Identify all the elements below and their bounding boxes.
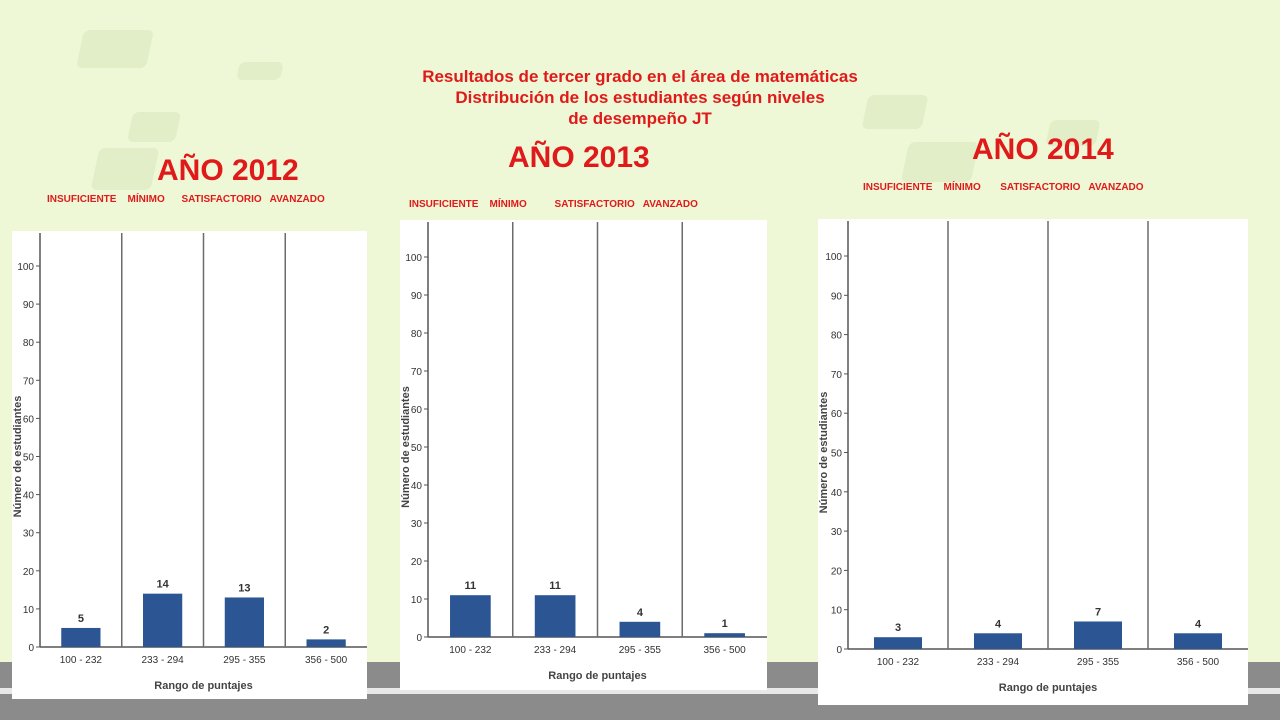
y-tick-label: 20 [831,566,843,577]
y-tick-label: 30 [23,529,35,540]
bar-value-label: 4 [1195,618,1202,630]
bar-chart-2012: 0 10 20 30 40 50 60 70 80 90 100 5 100 - 232 14 233 - … [12,233,367,692]
bar-value-label: 5 [78,613,84,625]
y-tick-label: 10 [411,595,423,606]
bar [61,627,101,647]
year-title-2012: AÑO 2012 [157,154,299,187]
background-shape [126,112,182,142]
y-tick-label: 60 [831,409,843,420]
y-tick-label: 10 [831,606,843,617]
bar-value-label: 13 [238,582,250,594]
y-tick-label: 20 [411,557,423,568]
y-tick-label: 50 [411,443,423,454]
y-tick-label: 90 [23,300,35,311]
bar [704,633,745,637]
bar [143,593,183,647]
y-tick-label: 50 [831,449,843,460]
y-tick-label: 40 [23,491,35,502]
bar-value-label: 4 [995,618,1002,630]
y-axis-title: Número de estudiantes [818,392,830,514]
y-axis-title: Número de estudiantes [400,386,412,508]
bar-value-label: 11 [549,580,561,592]
x-tick-label: 295 - 355 [1077,657,1120,668]
bar-chart-2014: 0 10 20 30 40 50 60 70 80 90 100 3 100 - 232 4 233 - 2… [818,221,1248,694]
bar-value-label: 3 [895,622,901,634]
heading-line-2: Distribución de los estudiantes según ni… [455,88,825,107]
road-dash [0,688,1280,694]
y-tick-label: 40 [411,481,423,492]
bar [619,621,661,637]
y-tick-label: 60 [411,405,423,416]
y-tick-label: 20 [23,567,35,578]
x-tick-label: 100 - 232 [449,645,492,656]
bar [224,597,264,647]
year-title-2014: AÑO 2014 [972,133,1114,166]
x-tick-label: 356 - 500 [1177,657,1220,668]
y-tick-label: 70 [23,376,35,387]
bar [874,637,922,649]
x-axis-title: Rango de puntajes [154,680,252,692]
x-tick-label: 356 - 500 [703,645,746,656]
bar [450,595,491,637]
y-tick-label: 80 [23,338,35,349]
heading-line-1: Resultados de tercer grado en el área de… [422,67,858,86]
y-tick-label: 40 [831,488,843,499]
bar-value-label: 11 [465,580,477,592]
y-tick-label: 70 [411,367,423,378]
bar-value-label: 7 [1095,606,1101,618]
x-tick-label: 100 - 232 [877,657,920,668]
y-tick-label: 60 [23,414,35,425]
bar-value-label: 4 [637,607,644,619]
x-tick-label: 233 - 294 [534,645,577,656]
x-tick-label: 100 - 232 [60,655,103,666]
bar-value-label: 2 [323,624,329,636]
background-shape [75,30,155,68]
y-tick-label: 100 [405,253,422,264]
bar [1174,633,1222,649]
y-axis-title: Número de estudiantes [12,396,24,518]
x-axis-title: Rango de puntajes [548,670,646,682]
y-tick-label: 100 [825,252,842,263]
y-tick-label: 80 [411,329,423,340]
levels-caption-2014: INSUFICIENTE MÍNIMO SATISFACTORIO AVANZA… [863,182,1144,193]
year-title-2013: AÑO 2013 [508,141,650,174]
x-tick-label: 233 - 294 [141,655,184,666]
bar [1074,621,1122,649]
bar-value-label: 14 [157,579,170,591]
y-tick-label: 70 [831,370,843,381]
background-shape [90,148,160,190]
y-tick-label: 0 [836,645,842,656]
page-heading: Resultados de tercer grado en el área de… [290,66,990,129]
bar [534,595,576,637]
bar-chart-2013: 0 10 20 30 40 50 60 70 80 90 100 11 100 - 232 11 233 -… [400,222,767,682]
chart-panel-2014: 0 10 20 30 40 50 60 70 80 90 100 3 100 - 232 4 233 - 2… [818,219,1248,705]
background-shape [900,142,980,182]
x-tick-label: 295 - 355 [619,645,662,656]
bar [974,633,1022,649]
x-axis-title: Rango de puntajes [999,682,1097,694]
chart-panel-2013: 0 10 20 30 40 50 60 70 80 90 100 11 100 - 232 11 233 -… [400,220,767,690]
y-tick-label: 80 [831,331,843,342]
y-tick-label: 90 [411,291,423,302]
y-tick-label: 0 [416,633,422,644]
y-tick-label: 50 [23,453,35,464]
y-tick-label: 90 [831,291,843,302]
y-tick-label: 30 [411,519,423,530]
x-tick-label: 295 - 355 [223,655,266,666]
bar [306,639,346,647]
x-tick-label: 233 - 294 [977,657,1020,668]
heading-line-3: de desempeño JT [568,109,712,128]
levels-caption-2012: INSUFICIENTE MÍNIMO SATISFACTORIO AVANZA… [47,194,325,205]
y-tick-label: 100 [17,262,34,273]
bar-value-label: 1 [722,618,728,630]
levels-caption-2013: INSUFICIENTE MÍNIMO SATISFACTORIO AVANZA… [409,199,698,210]
x-tick-label: 356 - 500 [305,655,348,666]
chart-panel-2012: 0 10 20 30 40 50 60 70 80 90 100 5 100 - 232 14 233 - … [12,231,367,699]
y-tick-label: 30 [831,527,843,538]
y-tick-label: 10 [23,605,35,616]
y-tick-label: 0 [28,643,34,654]
background-shape [236,62,284,80]
